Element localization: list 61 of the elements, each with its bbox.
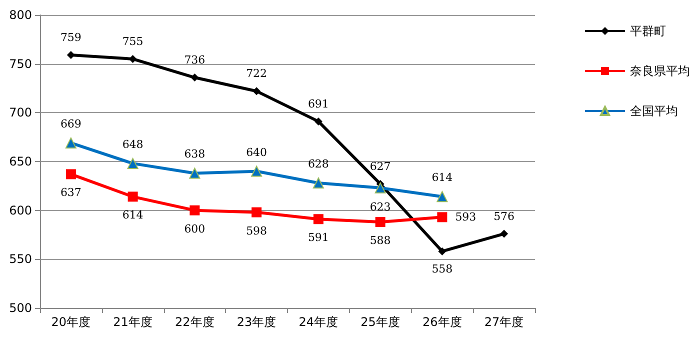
point xyxy=(500,230,508,238)
point xyxy=(128,192,138,202)
data-label: 627 xyxy=(370,160,391,173)
point xyxy=(65,137,76,148)
point xyxy=(189,168,200,179)
point xyxy=(375,217,386,228)
x-tick-label: 21年度 xyxy=(113,315,152,329)
x-tick-label: 20年度 xyxy=(51,315,91,329)
point xyxy=(437,212,448,222)
y-tick-label: 650 xyxy=(9,154,32,168)
point xyxy=(438,247,446,256)
point xyxy=(374,182,386,194)
point xyxy=(314,117,322,126)
data-label: 759 xyxy=(60,31,82,44)
point xyxy=(252,207,262,218)
point xyxy=(190,74,199,82)
y-tick-label: 500 xyxy=(9,301,32,315)
y-tick-label: 800 xyxy=(9,8,32,22)
y-tick-label: 700 xyxy=(9,106,32,120)
point xyxy=(128,54,137,63)
data-label: 598 xyxy=(246,224,268,238)
data-label: 640 xyxy=(246,146,268,159)
x-tick-label: 22年度 xyxy=(175,315,214,329)
point xyxy=(436,191,448,202)
x-tick-label: 26年度 xyxy=(422,315,462,329)
data-label: 591 xyxy=(308,231,329,244)
x-tick-label: 24年度 xyxy=(298,315,338,329)
data-label: 628 xyxy=(308,157,329,170)
data-label: 691 xyxy=(308,97,329,110)
data-label: 614 xyxy=(122,208,144,222)
data-label: 576 xyxy=(494,210,515,223)
x-tick-label: 25年度 xyxy=(360,315,400,329)
y-tick-label: 600 xyxy=(9,203,32,218)
y-tick-label: 750 xyxy=(9,56,32,71)
data-label: 648 xyxy=(122,138,144,151)
data-label: 638 xyxy=(184,148,206,161)
data-label: 669 xyxy=(60,117,82,130)
data-label: 593 xyxy=(455,210,476,224)
legend-label: 全国平均 xyxy=(630,104,678,118)
data-label: 558 xyxy=(432,262,453,276)
point xyxy=(127,158,138,169)
data-label: 600 xyxy=(184,222,206,236)
data-label: 637 xyxy=(60,186,82,200)
point xyxy=(66,51,75,60)
point xyxy=(252,87,261,96)
point xyxy=(66,169,76,180)
data-label: 614 xyxy=(432,171,453,184)
x-tick-label: 23年度 xyxy=(236,315,276,329)
data-label: 722 xyxy=(246,67,268,80)
point xyxy=(312,177,324,188)
data-label: 736 xyxy=(184,54,206,67)
legend-label: 平群町 xyxy=(630,24,666,38)
point xyxy=(190,205,200,216)
point xyxy=(251,166,262,177)
point xyxy=(313,214,324,224)
data-label: 588 xyxy=(370,234,391,248)
legend-label: 奈良県平均 xyxy=(630,64,690,78)
x-tick-label: 27年度 xyxy=(484,315,524,329)
data-label: 755 xyxy=(122,34,144,48)
y-tick-label: 550 xyxy=(9,252,32,266)
data-label: 623 xyxy=(370,200,391,214)
